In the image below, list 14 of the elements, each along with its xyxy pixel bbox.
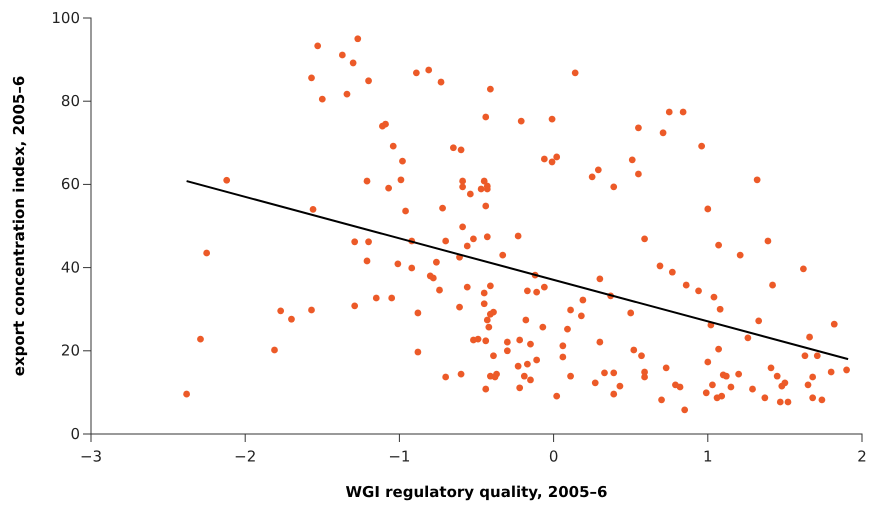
y-tick-label: 80	[60, 92, 80, 110]
x-tick-label: −2	[234, 448, 256, 466]
y-tick-label: 0	[70, 424, 80, 443]
y-tick-label: 60	[60, 175, 80, 194]
y-tick-label: 40	[60, 258, 80, 276]
x-tick-label: −3	[80, 448, 102, 466]
y-tick-label: 100	[51, 8, 80, 27]
x-tick-label: −1	[388, 448, 410, 466]
x-axis-title: WGI regulatory quality, 2005–6	[346, 483, 608, 501]
x-tick-label: 0	[548, 448, 558, 466]
y-axis-title: export concentration index, 2005–6	[10, 76, 28, 376]
x-tick-label: 2	[857, 448, 867, 466]
y-tick-label: 20	[60, 342, 80, 360]
x-tick-label: 1	[703, 448, 713, 466]
